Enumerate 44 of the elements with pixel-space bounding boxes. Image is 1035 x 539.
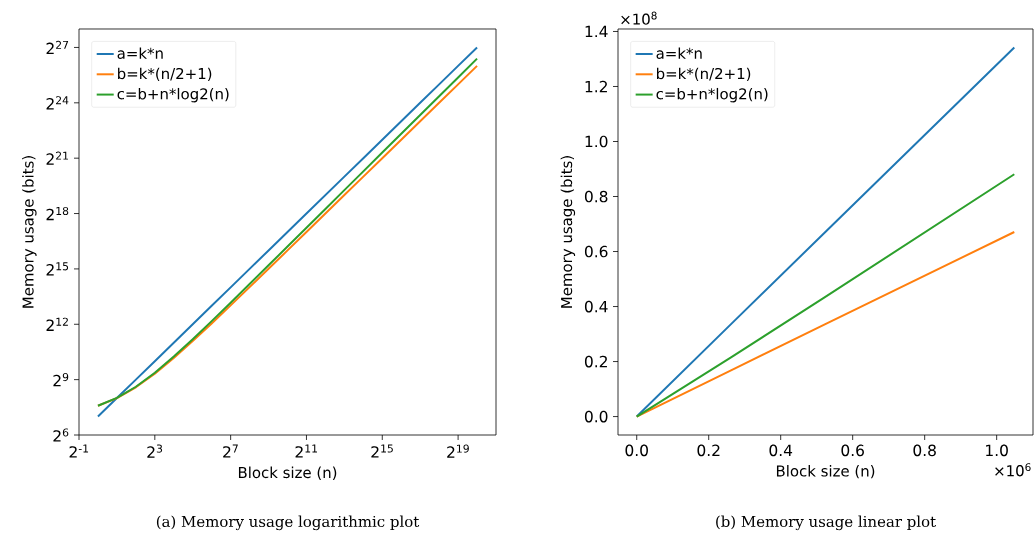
line-series — [635, 46, 1016, 418]
x-tick-label: 0.2 — [697, 444, 720, 457]
x-tick-label: 2$^{15}$ — [371, 444, 393, 458]
y-tick-label: 0.8 — [584, 190, 608, 203]
y-tick-label: 0.4 — [584, 300, 608, 313]
text: ×10$^{8}$ — [621, 11, 657, 25]
x-tick-label: 0.6 — [841, 444, 864, 457]
y-tick-label: 2$^{15}$ — [46, 262, 69, 276]
text: ×10$^{6}$ — [995, 463, 1031, 477]
legend-label: b=k*(n/2+1) — [657, 67, 751, 81]
line-series — [635, 173, 1016, 418]
y-axis-title: Memory usage (bits) — [560, 156, 576, 308]
x-tick-label: 2$^{-1}$ — [69, 444, 89, 458]
x-tick-label: 2$^{11}$ — [295, 444, 317, 458]
legend-label: b=k*(n/2+1) — [118, 67, 212, 81]
x-tick-label: 2$^{7}$ — [223, 444, 238, 458]
legend-label: c=b+n*log2(n) — [656, 87, 768, 103]
y-tick-label: 2$^{9}$ — [53, 373, 69, 387]
x-tick-label: 0.8 — [913, 444, 936, 457]
x-tick-label: 2$^{3}$ — [147, 444, 163, 458]
y-tick-label: 2$^{6}$ — [53, 428, 69, 442]
legend-label: c=b+n*log2(n) — [117, 87, 229, 103]
x-axis-title: Block size (n) — [776, 465, 875, 479]
y-tick-label: 1.4 — [585, 25, 608, 38]
y-tick-label: 2$^{21}$ — [46, 151, 68, 165]
x-tick-label: 2$^{19}$ — [447, 444, 469, 458]
x-tick-label: 0.4 — [769, 444, 793, 457]
x-tick-label: 1.0 — [986, 444, 1008, 457]
y-tick-label: 1.0 — [585, 135, 608, 148]
y-axis-title: Memory usage (bits) — [22, 156, 37, 308]
y-tick-label: 2$^{24}$ — [46, 96, 69, 110]
x-axis-title: Block size (n) — [238, 466, 337, 480]
y-tick-label: 0.6 — [584, 245, 608, 258]
y-tick-label: 1.2 — [585, 80, 607, 93]
x-tick-label: 0.0 — [625, 444, 648, 457]
text: (b) Memory usage linear plot — [716, 515, 936, 531]
y-tick-label: 2$^{12}$ — [46, 317, 68, 331]
legend-label: a=k*n — [117, 47, 163, 59]
legend-label: a=k*n — [656, 47, 702, 59]
y-tick-label: 0.2 — [584, 355, 607, 368]
y-tick-label: 2$^{27}$ — [46, 40, 69, 55]
text: (a) Memory usage logarithmic plot — [156, 515, 420, 531]
y-tick-label: 0.0 — [584, 410, 608, 423]
y-tick-label: 2$^{18}$ — [46, 206, 69, 221]
